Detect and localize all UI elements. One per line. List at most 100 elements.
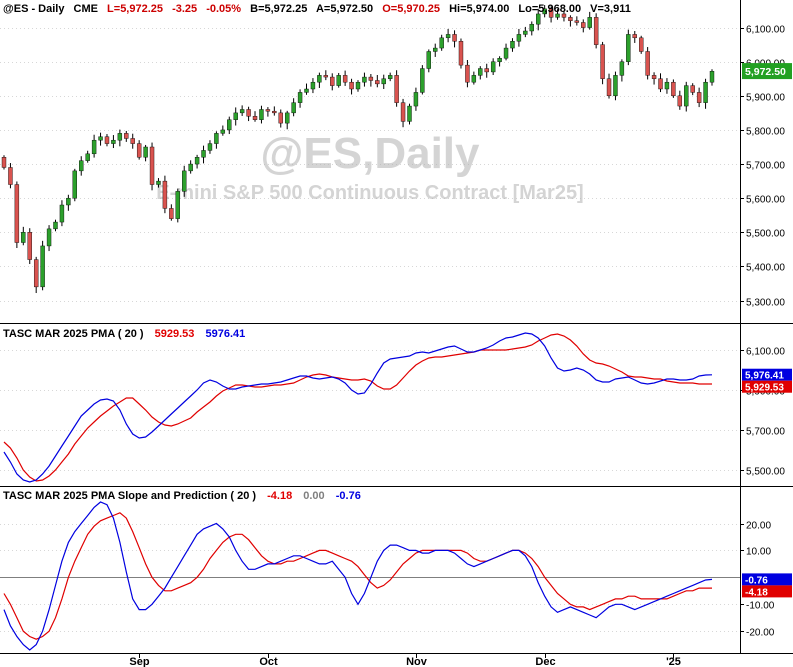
candle-body (194, 157, 200, 165)
slope-badge-label: -0.76 (745, 575, 768, 586)
candle-body (59, 204, 65, 223)
candle-body (606, 78, 612, 97)
candle-body (529, 23, 534, 32)
pma-badge-bg (742, 380, 792, 393)
candle-body (143, 146, 148, 158)
candle-body (162, 180, 168, 209)
slope-badge-bg (742, 585, 792, 598)
candle-body (439, 37, 444, 49)
pma-legend-value-red: 5929.53 (155, 328, 195, 340)
open-label: O=5,970.25 (382, 3, 440, 15)
candle-body (252, 116, 258, 120)
pma-tick-label: 5,700.00 (746, 427, 785, 438)
slope-tick-label: 20.00 (746, 521, 771, 532)
candle-body (278, 112, 283, 124)
candle-body (136, 143, 142, 158)
time-axis: Sep Oct Nov Dec '25 (129, 653, 681, 667)
price-tick-label: 5,800.00 (746, 127, 785, 138)
candle-body (272, 110, 277, 114)
candle-body (671, 81, 676, 97)
candle-body (684, 85, 689, 107)
candle-body (246, 109, 251, 117)
pma-series-line-0 (3, 333, 712, 482)
candle-body (297, 92, 303, 103)
candle-body (156, 180, 161, 185)
last-price-label: L=5,972.25 (107, 3, 163, 15)
volume-label: V=3,911 (590, 3, 631, 15)
candle-body (542, 8, 547, 15)
candle-body (317, 75, 322, 83)
price-tick-label: 6,100.00 (746, 25, 785, 36)
candle-body (452, 34, 457, 42)
candle-body (639, 37, 644, 52)
pma-series (3, 332, 713, 483)
time-tick-label: Nov (406, 656, 428, 667)
candle-body (259, 109, 264, 120)
slope-badges: -0.76-4.18 (742, 573, 792, 598)
time-tick-label: Dec (535, 656, 555, 667)
candle-body (445, 34, 451, 39)
slope-title: TASC MAR 2025 PMA Slope and Prediction (… (3, 490, 256, 502)
candle-body (46, 228, 52, 247)
candle-body (207, 143, 213, 151)
price-header: @ES - Daily CME L=5,972.25 -3.25 -0.05% … (3, 3, 631, 15)
candle-body (182, 170, 187, 192)
candle-body (304, 88, 309, 93)
ask-label: A=5,972.50 (316, 3, 373, 15)
candle-body (387, 75, 393, 79)
watermark-symbol: @ES,Daily (261, 129, 481, 178)
candle-body (323, 75, 329, 78)
slope-legend-value-blue: -0.76 (336, 490, 361, 502)
candle-body (516, 34, 522, 42)
price-tick-label: 5,300.00 (746, 298, 785, 309)
watermark-name: E-mini S&P 500 Continuous Contract [Mar2… (156, 182, 583, 204)
last-price-badge: 5,972.50 (742, 63, 792, 80)
bid-label: B=5,972.25 (250, 3, 307, 15)
candle-body (201, 150, 206, 158)
slope-pane: -20.00 -10.00 10.00 20.00 TASC MAR 2025 PMA… (0, 486, 793, 651)
candle-body (458, 41, 464, 66)
candle-body (619, 61, 625, 76)
candle-body (465, 64, 470, 83)
candle-body (214, 133, 219, 144)
candle-body (85, 153, 90, 161)
candle-body (497, 58, 502, 62)
exchange-label: CME (74, 3, 98, 15)
candle-body (490, 61, 496, 73)
candle-body (651, 75, 657, 79)
candle-body (632, 34, 637, 39)
candle-body (91, 139, 97, 155)
slope-legend-value-red: -4.18 (267, 490, 292, 502)
candle-body (1, 157, 7, 168)
candle-body (220, 129, 226, 134)
pma-title: TASC MAR 2025 PMA ( 20 ) (3, 328, 144, 340)
candle-body (117, 133, 123, 141)
candle-body (149, 146, 155, 185)
candle-body (581, 22, 586, 28)
last-price-badge-bg (742, 63, 792, 80)
price-pane-background (0, 0, 740, 323)
candle-body (613, 75, 618, 97)
pma-badges: 5,976.415,929.53 (742, 368, 792, 394)
candle-body (574, 20, 580, 23)
change-pct-label: -0.05% (206, 3, 241, 15)
price-tick-label: 5,900.00 (746, 93, 785, 104)
candle-body (227, 119, 232, 131)
slope-series (3, 501, 713, 651)
time-tick-label: '25 (666, 656, 681, 667)
slope-series-line-1 (3, 501, 713, 651)
candle-body (188, 163, 193, 172)
candle-body (79, 160, 84, 172)
candle-body (21, 232, 26, 243)
candle-body (593, 17, 599, 45)
pma-axis: 5,500.005,700.005,900.006,100.00 (740, 347, 785, 478)
candle-body (510, 41, 515, 49)
candle-body (413, 92, 419, 107)
candle-body (677, 95, 683, 107)
candle-body (587, 17, 592, 28)
candle-body (27, 232, 32, 260)
price-gridlines (0, 28, 740, 302)
candle-body (420, 68, 425, 93)
slope-legend-value-gray: 0.00 (303, 490, 324, 502)
pma-tick-label: 6,100.00 (746, 347, 785, 358)
